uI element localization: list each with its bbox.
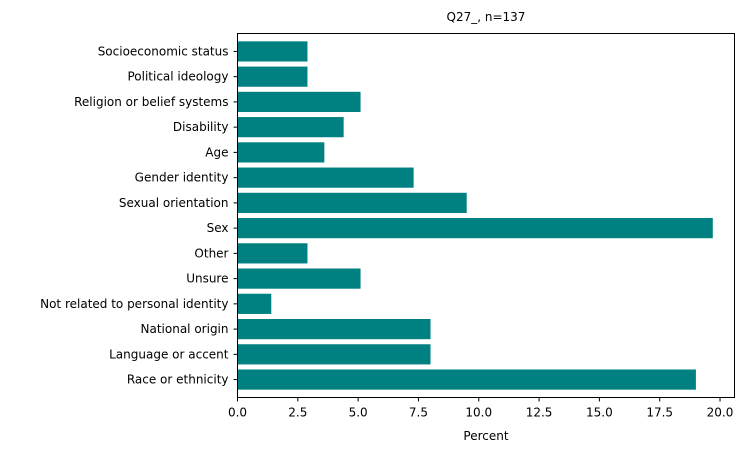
x-tick-label: 7.5 [409, 406, 428, 420]
y-tick-label: Political ideology [127, 70, 228, 84]
plot-frame [237, 33, 735, 398]
y-tick-label: Gender identity [135, 171, 229, 185]
y-tick-label: Age [205, 145, 228, 159]
x-axis: 0.0 2.5 5.0 7.5 10.0 12.5 15.0 17.5 20.0 [228, 397, 734, 420]
y-tick-label: Other [194, 246, 228, 260]
bar [237, 117, 344, 138]
bar [237, 243, 308, 264]
x-tick-label: 5.0 [349, 406, 368, 420]
chart-title: Q27_, n=137 [447, 10, 526, 24]
bars-layer [237, 41, 713, 390]
bar [237, 41, 308, 62]
y-tick-label: Sexual orientation [119, 196, 229, 210]
y-tick-label: Language or accent [109, 347, 229, 361]
bar [237, 369, 696, 390]
bar [237, 293, 272, 314]
bar [237, 167, 414, 188]
y-tick-label: National origin [141, 322, 229, 336]
y-tick-label: Race or ethnicity [127, 373, 229, 387]
bar [237, 268, 361, 289]
y-axis: Race or ethnicity Language or accent Natio… [40, 44, 238, 387]
y-tick-label: Sex [207, 221, 229, 235]
x-tick-label: 0.0 [228, 406, 247, 420]
y-tick-label: Religion or belief systems [74, 95, 228, 109]
bar [237, 344, 431, 365]
x-tick-label: 10.0 [465, 406, 492, 420]
x-tick-label: 17.5 [646, 406, 673, 420]
bar [237, 218, 713, 239]
bar [237, 66, 308, 87]
bar [237, 91, 361, 113]
bar [237, 192, 467, 213]
bar [237, 318, 431, 340]
x-axis-label: Percent [463, 429, 508, 443]
y-tick-label: Unsure [186, 272, 228, 286]
y-tick-label: Socioeconomic status [98, 44, 229, 58]
x-tick-label: 15.0 [586, 406, 613, 420]
x-tick-label: 20.0 [707, 406, 734, 420]
y-tick-label: Disability [173, 120, 229, 134]
x-tick-label: 2.5 [288, 406, 307, 420]
y-tick-label: Not related to personal identity [40, 297, 228, 311]
bar [237, 142, 325, 163]
x-tick-label: 12.5 [526, 406, 553, 420]
